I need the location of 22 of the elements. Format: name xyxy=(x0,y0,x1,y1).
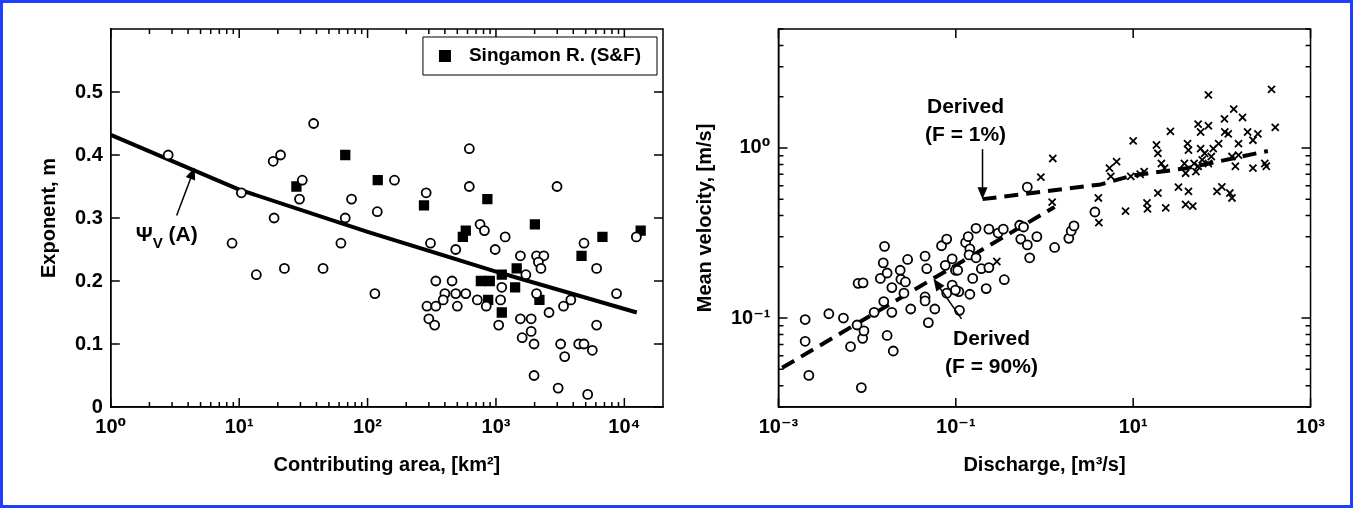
y-axis-title: Exponent, m xyxy=(36,157,59,279)
legend-label: Singamon R. (S&F) xyxy=(468,44,642,66)
y-axis-title: Mean velocity, [m/s] xyxy=(692,123,715,313)
x-tick-label: 10¹ xyxy=(1118,414,1148,437)
y-tick-label: 0 xyxy=(91,394,103,417)
y-tick-label: 0.4 xyxy=(74,142,104,165)
x-axis-title: Discharge, [m³/s] xyxy=(963,452,1126,475)
x-axis-title: Contributing area, [km²] xyxy=(273,452,501,475)
y-tick-label: 0.3 xyxy=(74,205,103,228)
y-tick-label: 0.1 xyxy=(74,331,103,354)
y-tick-label: 0.2 xyxy=(74,268,103,291)
y-tick-label: 0.5 xyxy=(74,79,103,102)
x-tick-label: 10⁻³ xyxy=(758,414,799,437)
annotation: Derived (F = 1%) xyxy=(924,93,1007,145)
x-tick-label: 10² xyxy=(353,414,383,437)
x-tick-label: 10¹ xyxy=(224,414,254,437)
x-tick-label: 10⁰ xyxy=(95,414,127,437)
x-tick-label: 10³ xyxy=(1296,414,1326,437)
x-tick-label: 10⁻¹ xyxy=(936,414,976,437)
x-tick-label: 10⁴ xyxy=(608,414,641,437)
annotation: Derived (F = 90%) xyxy=(945,325,1038,377)
x-tick-label: 10³ xyxy=(481,414,511,437)
